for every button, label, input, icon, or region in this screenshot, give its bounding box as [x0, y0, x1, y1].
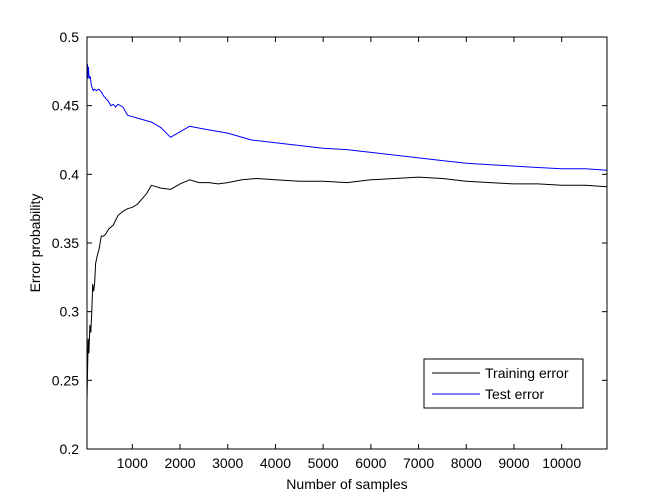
- x-tick-label: 1000: [117, 455, 148, 471]
- x-tick-label: 4000: [260, 455, 291, 471]
- x-tick-label: 7000: [403, 455, 434, 471]
- series-layer: [86, 64, 608, 401]
- legend-label-test-error: Test error: [485, 386, 544, 402]
- series-line-test-error: [86, 64, 608, 171]
- x-tick-label: 8000: [451, 455, 482, 471]
- y-tick-label: 0.45: [52, 98, 79, 114]
- series-line-training-error: [86, 176, 608, 401]
- x-tick-label: 9000: [498, 455, 529, 471]
- x-tick-label: 10000: [542, 455, 581, 471]
- legend: Training error Test error: [423, 358, 584, 409]
- x-tick-label: 2000: [164, 455, 195, 471]
- y-axis-label: Error probability: [27, 194, 43, 293]
- x-axis: 1000 2000 3000 4000 5000 6000 7000 8000 9000 1000…: [117, 37, 581, 471]
- x-tick-label: 5000: [308, 455, 339, 471]
- y-axis: 0.2 0.25 0.3 0.35 0.4 0.45 0.5: [52, 29, 607, 457]
- x-tick-label: 6000: [355, 455, 386, 471]
- y-tick-label: 0.25: [52, 372, 79, 388]
- y-tick-label: 0.3: [60, 304, 80, 320]
- y-tick-label: 0.5: [60, 29, 80, 45]
- y-tick-label: 0.35: [52, 235, 79, 251]
- x-axis-label: Number of samples: [286, 476, 407, 492]
- y-tick-label: 0.4: [60, 166, 80, 182]
- legend-box: [423, 358, 584, 409]
- y-tick-label: 0.2: [60, 441, 80, 457]
- legend-label-training-error: Training error: [485, 365, 569, 381]
- x-tick-label: 3000: [212, 455, 243, 471]
